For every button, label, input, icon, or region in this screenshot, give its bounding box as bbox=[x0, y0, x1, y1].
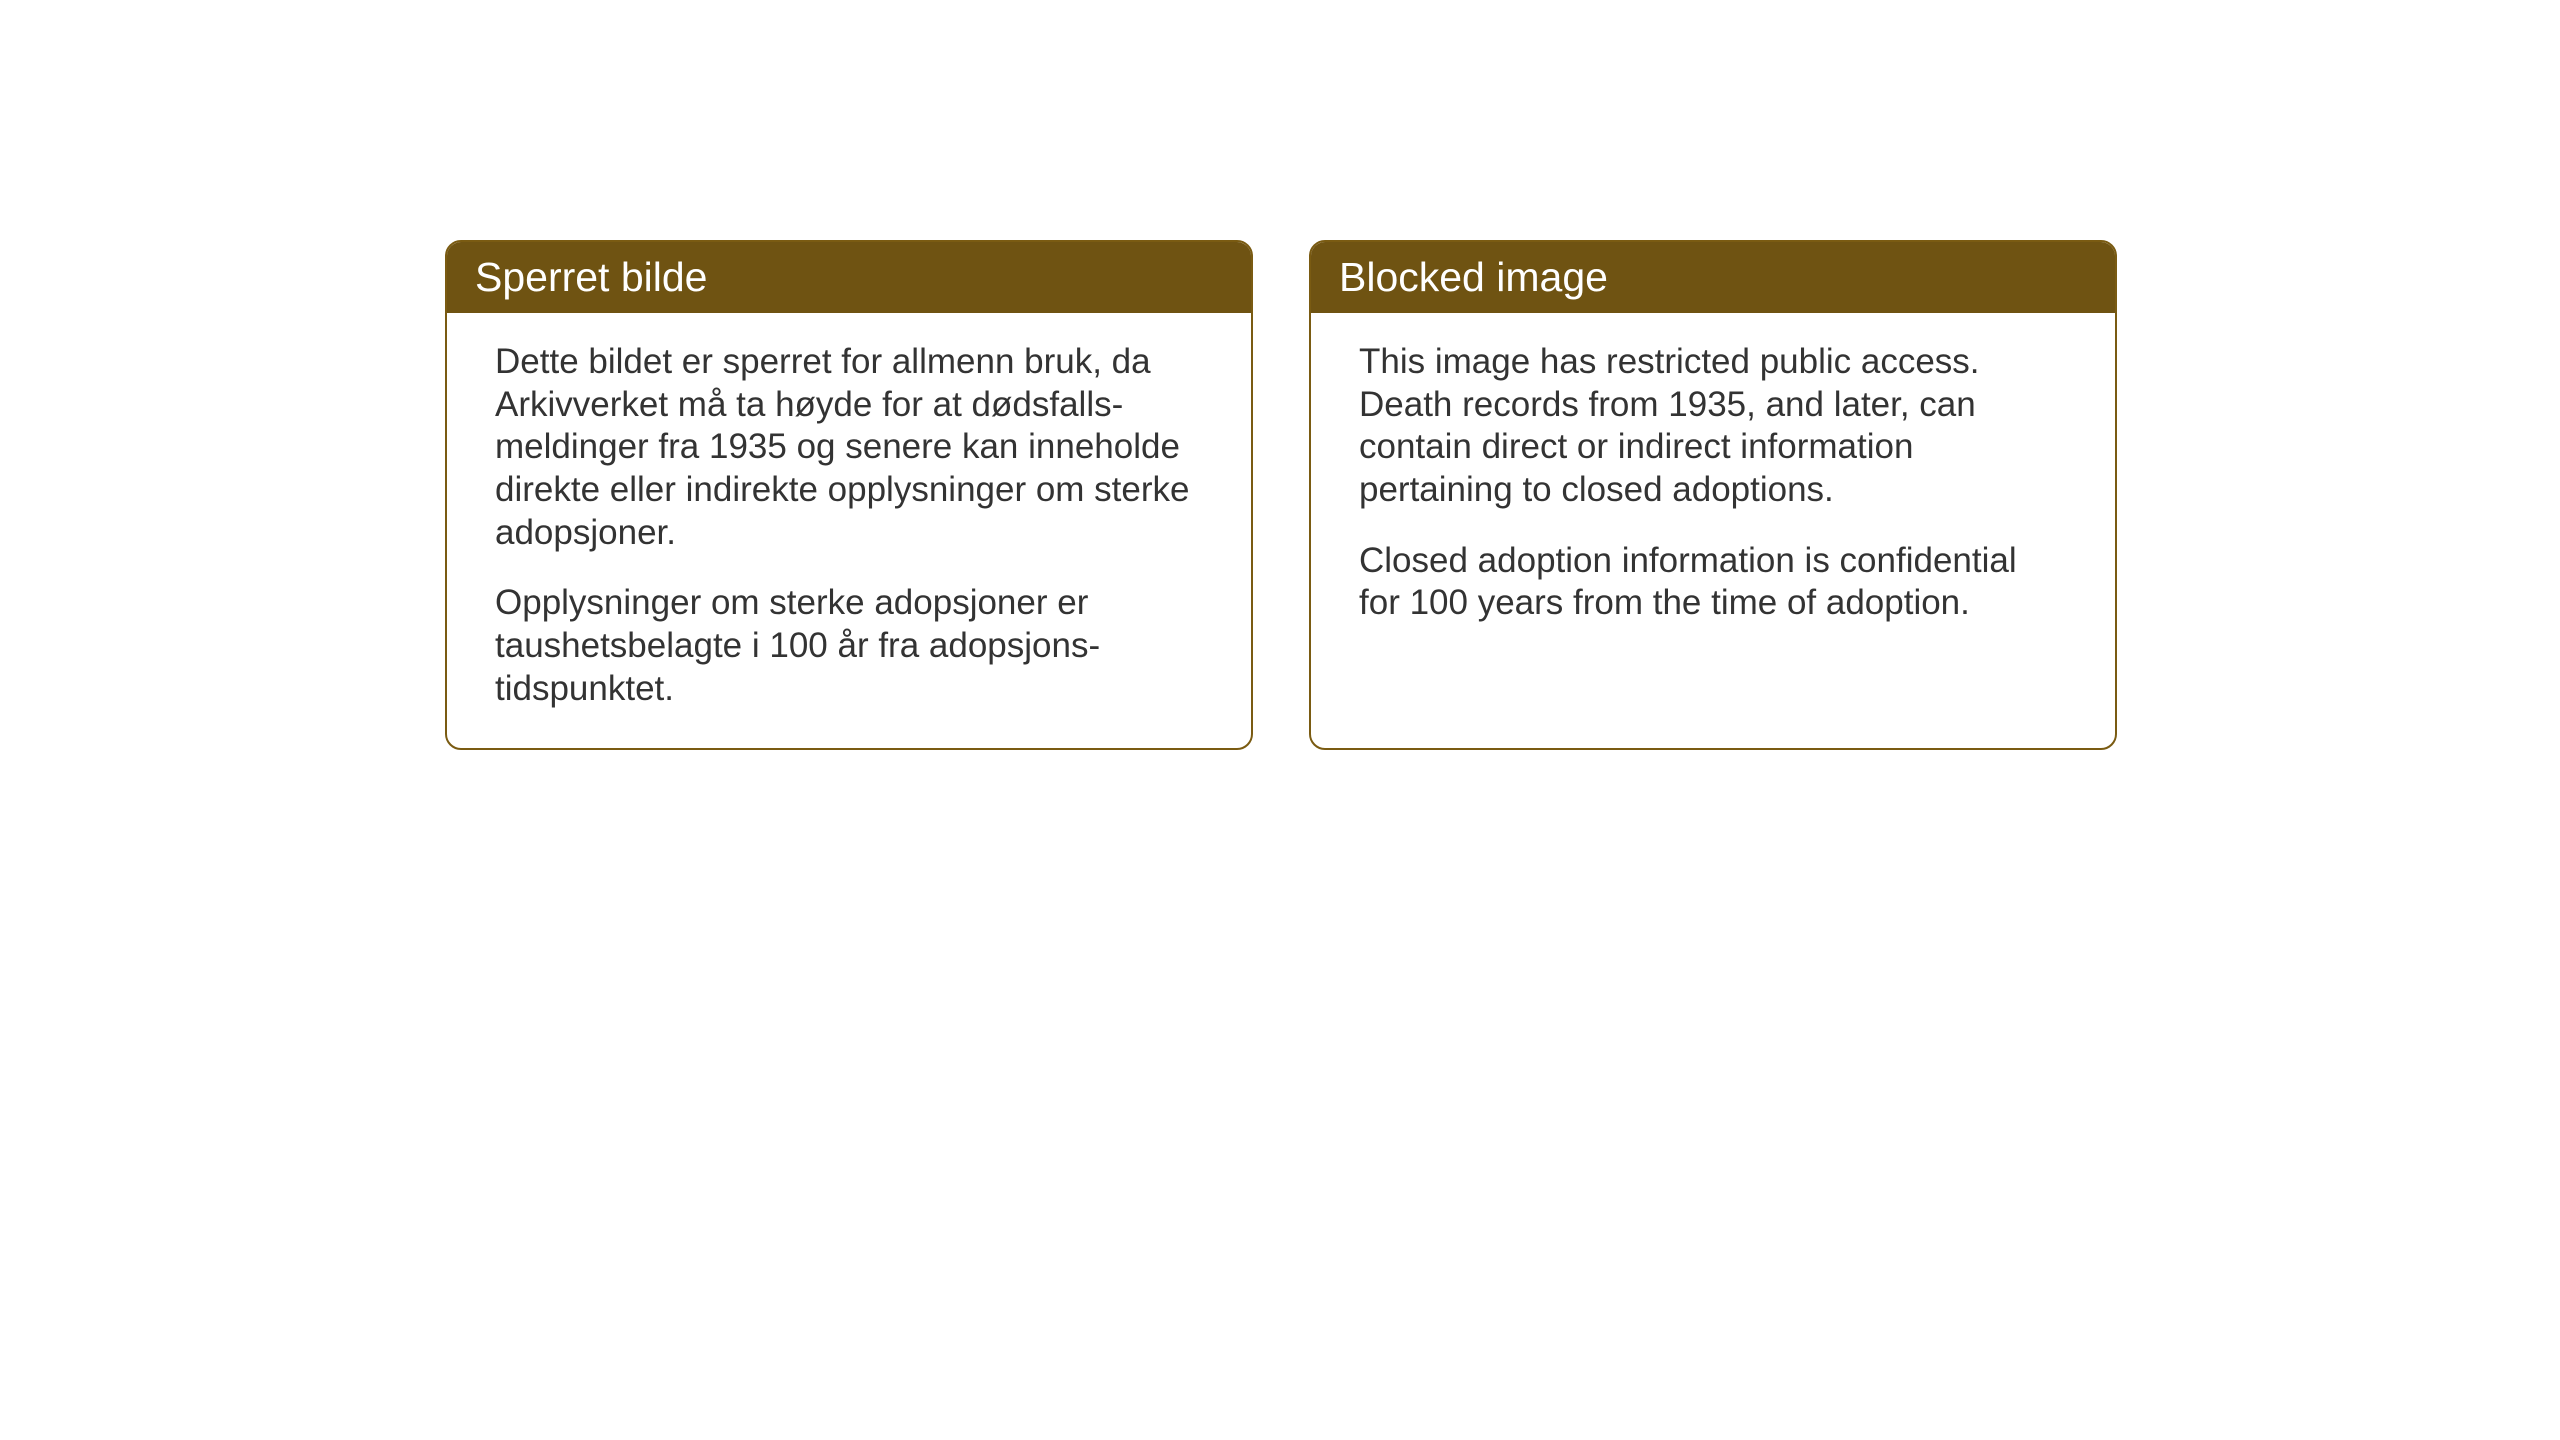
notice-cards-container: Sperret bilde Dette bildet er sperret fo… bbox=[445, 240, 2117, 750]
card-body-english: This image has restricted public access.… bbox=[1311, 313, 2115, 661]
card-paragraph-2-norwegian: Opplysninger om sterke adopsjoner er tau… bbox=[495, 582, 1203, 710]
notice-card-norwegian: Sperret bilde Dette bildet er sperret fo… bbox=[445, 240, 1253, 750]
card-paragraph-2-english: Closed adoption information is confident… bbox=[1359, 540, 2067, 625]
card-body-norwegian: Dette bildet er sperret for allmenn bruk… bbox=[447, 313, 1251, 747]
card-header-norwegian: Sperret bilde bbox=[447, 242, 1251, 313]
notice-card-english: Blocked image This image has restricted … bbox=[1309, 240, 2117, 750]
card-paragraph-1-norwegian: Dette bildet er sperret for allmenn bruk… bbox=[495, 341, 1203, 554]
card-title-english: Blocked image bbox=[1339, 254, 1608, 300]
card-paragraph-1-english: This image has restricted public access.… bbox=[1359, 341, 2067, 512]
card-header-english: Blocked image bbox=[1311, 242, 2115, 313]
card-title-norwegian: Sperret bilde bbox=[475, 254, 707, 300]
